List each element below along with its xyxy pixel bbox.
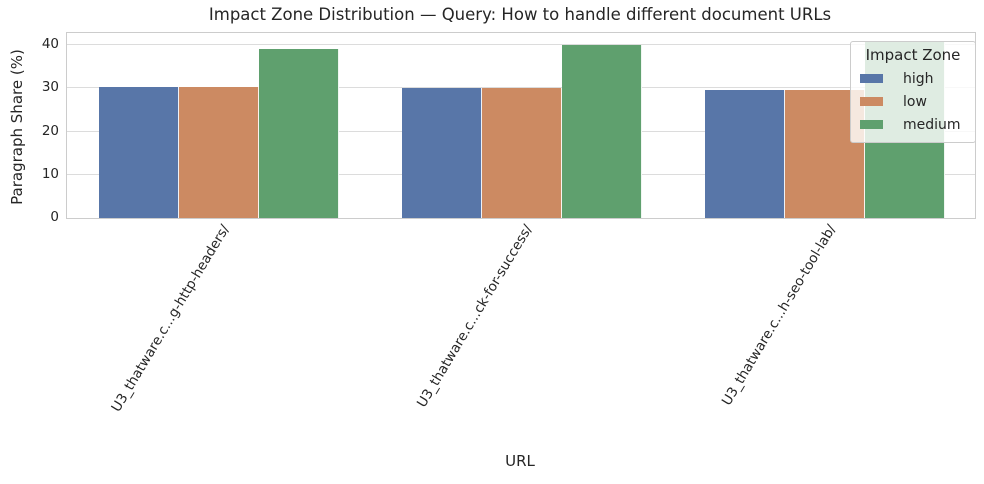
bar-low-1 xyxy=(481,88,562,218)
gridline-y30 xyxy=(67,87,975,89)
legend-items: high low medium xyxy=(857,67,969,136)
plot-area xyxy=(66,32,976,219)
legend-patch-medium xyxy=(860,120,883,129)
x-tick-label-1: U3_thatware.c...ck-for-success/ xyxy=(414,222,537,411)
bar-medium-1 xyxy=(561,45,642,218)
legend-label-low: low xyxy=(903,93,927,110)
y-tick-label-10: 10 xyxy=(41,165,59,182)
y-tick-label-20: 20 xyxy=(41,122,59,139)
bar-high-0 xyxy=(98,86,179,218)
x-tick-label-2: U3_thatware.c...h-seo-tool-lab/ xyxy=(718,222,840,409)
legend-label-medium: medium xyxy=(903,116,961,133)
legend-patch-low xyxy=(860,97,883,106)
y-tick-label-40: 40 xyxy=(41,36,59,53)
legend-label-high: high xyxy=(903,70,934,87)
bar-high-1 xyxy=(401,88,482,218)
bar-high-2 xyxy=(704,90,785,218)
bar-low-0 xyxy=(178,86,259,218)
x-axis-label: URL xyxy=(505,452,535,470)
y-tick-label-0: 0 xyxy=(50,209,59,225)
legend-item-high: high xyxy=(857,67,969,90)
legend-item-medium: medium xyxy=(857,113,969,136)
y-tick-label-30: 30 xyxy=(41,79,59,96)
x-tick-label-0: U3_thatware.c...g-http-headers/ xyxy=(108,222,234,415)
legend-title: Impact Zone xyxy=(865,46,961,64)
bar-medium-0 xyxy=(258,49,339,218)
legend-item-low: low xyxy=(857,90,969,113)
chart-title: Impact Zone Distribution — Query: How to… xyxy=(208,5,832,24)
gridline-y40 xyxy=(67,44,975,46)
legend-patch-high xyxy=(860,74,883,83)
legend: Impact Zone high low medium xyxy=(850,41,976,143)
